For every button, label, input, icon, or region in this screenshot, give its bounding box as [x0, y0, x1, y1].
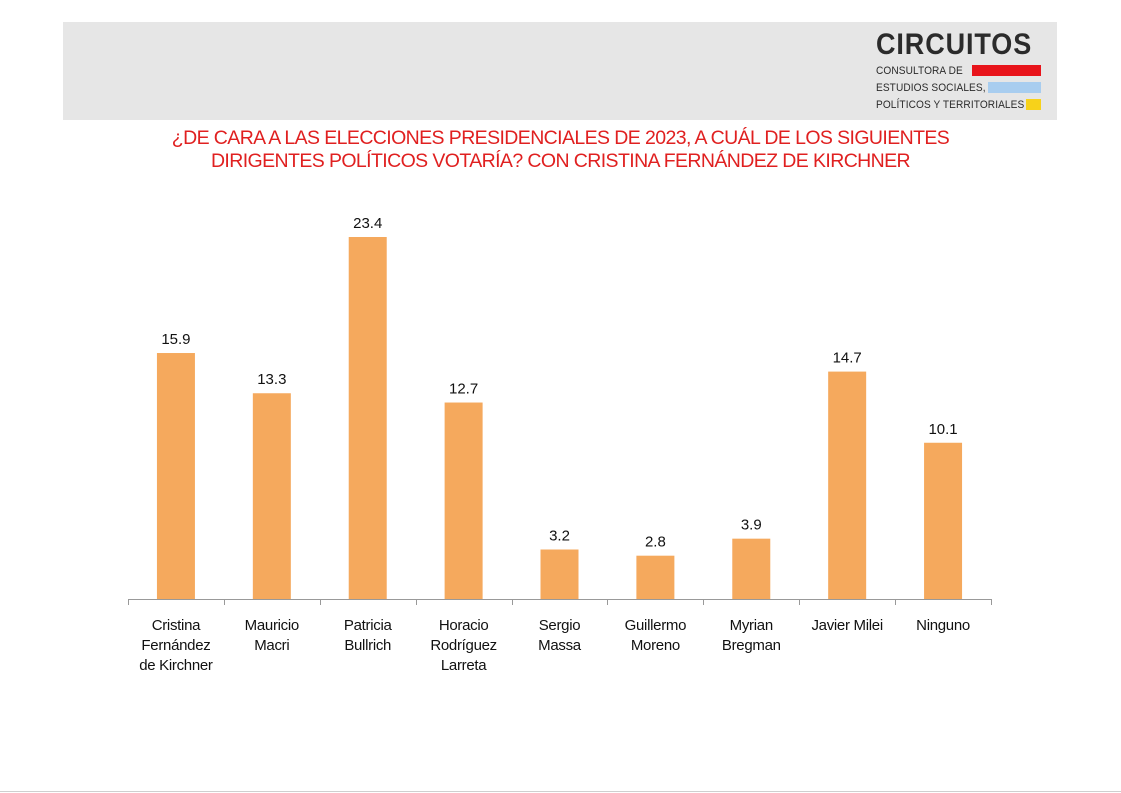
logo-blue-bar: [988, 82, 1041, 93]
category-label-line: Bullrich: [344, 637, 391, 654]
category-label: Patricia Bullrich: [344, 617, 393, 654]
category-label-line: Cristina: [152, 617, 201, 634]
category-label-line: de Kirchner: [139, 657, 213, 674]
bar: [540, 549, 579, 599]
data-label: 12.7: [449, 381, 478, 398]
logo-line-1: CONSULTORA DE: [876, 65, 963, 77]
data-label: 14.7: [833, 350, 862, 367]
category-label-line: Patricia: [344, 617, 393, 634]
bar: [924, 442, 963, 599]
category-label-line: Javier Milei: [811, 617, 882, 634]
category-label-line: Macri: [254, 637, 289, 654]
header-band: [63, 22, 1057, 120]
chart-title-line-2: DIRIGENTES POLÍTICOS VOTARÍA? CON CRISTI…: [210, 150, 911, 172]
category-label-line: Bregman: [722, 637, 781, 654]
category-label: Mauricio Macri: [245, 617, 299, 654]
category-label-line: Ninguno: [916, 617, 970, 634]
data-label: 13.3: [257, 371, 286, 388]
category-label: Guillermo Moreno: [625, 617, 686, 654]
bar: [252, 393, 291, 599]
data-label: 15.9: [161, 331, 190, 348]
chart-title-line-1: ¿DE CARA A LAS ELECCIONES PRESIDENCIALES…: [171, 127, 950, 149]
category-label: Horacio Rodríguez Larreta: [430, 617, 497, 674]
category-label: Javier Milei: [811, 617, 882, 634]
data-label: 3.2: [549, 527, 570, 544]
logo-line-2: ESTUDIOS SOCIALES,: [876, 82, 986, 94]
bar: [732, 538, 771, 599]
bar: [156, 353, 195, 599]
logo-name: CIRCUITOS: [876, 28, 1033, 61]
category-label: Cristina Fernández de Kirchner: [139, 617, 213, 674]
bar: [444, 402, 483, 599]
category-label-line: Moreno: [631, 637, 680, 654]
chart-title: ¿DE CARA A LAS ELECCIONES PRESIDENCIALES…: [60, 127, 1061, 173]
logo-line-3: POLÍTICOS Y TERRITORIALES: [876, 99, 1025, 111]
category-label-line: Fernández: [141, 637, 210, 654]
bar: [348, 237, 387, 599]
category-label-line: Mauricio: [245, 617, 299, 634]
category-label-line: Myrian: [730, 617, 773, 634]
bar: [636, 555, 675, 599]
logo-yellow-bar: [1026, 99, 1041, 110]
footer-divider: [0, 791, 1121, 792]
category-label: Sergio Massa: [538, 617, 582, 654]
category-label-line: Sergio: [539, 617, 581, 634]
category-label-line: Guillermo: [625, 617, 686, 634]
circuitos-logo: CIRCUITOS CONSULTORA DE ESTUDIOS SOCIALE…: [876, 28, 1046, 116]
bar: [828, 371, 867, 599]
category-label: Ninguno: [916, 617, 970, 634]
category-label-line: Rodríguez: [430, 637, 497, 654]
category-label-line: Horacio: [439, 617, 489, 634]
data-label: 10.1: [928, 421, 957, 438]
logo-red-bar: [972, 65, 1041, 76]
category-label: Myrian Bregman: [722, 617, 781, 654]
category-label-line: Larreta: [441, 657, 487, 674]
category-label-line: Massa: [538, 637, 582, 654]
data-label: 23.4: [353, 215, 382, 232]
data-label: 2.8: [645, 534, 666, 551]
data-label: 3.9: [741, 517, 762, 534]
